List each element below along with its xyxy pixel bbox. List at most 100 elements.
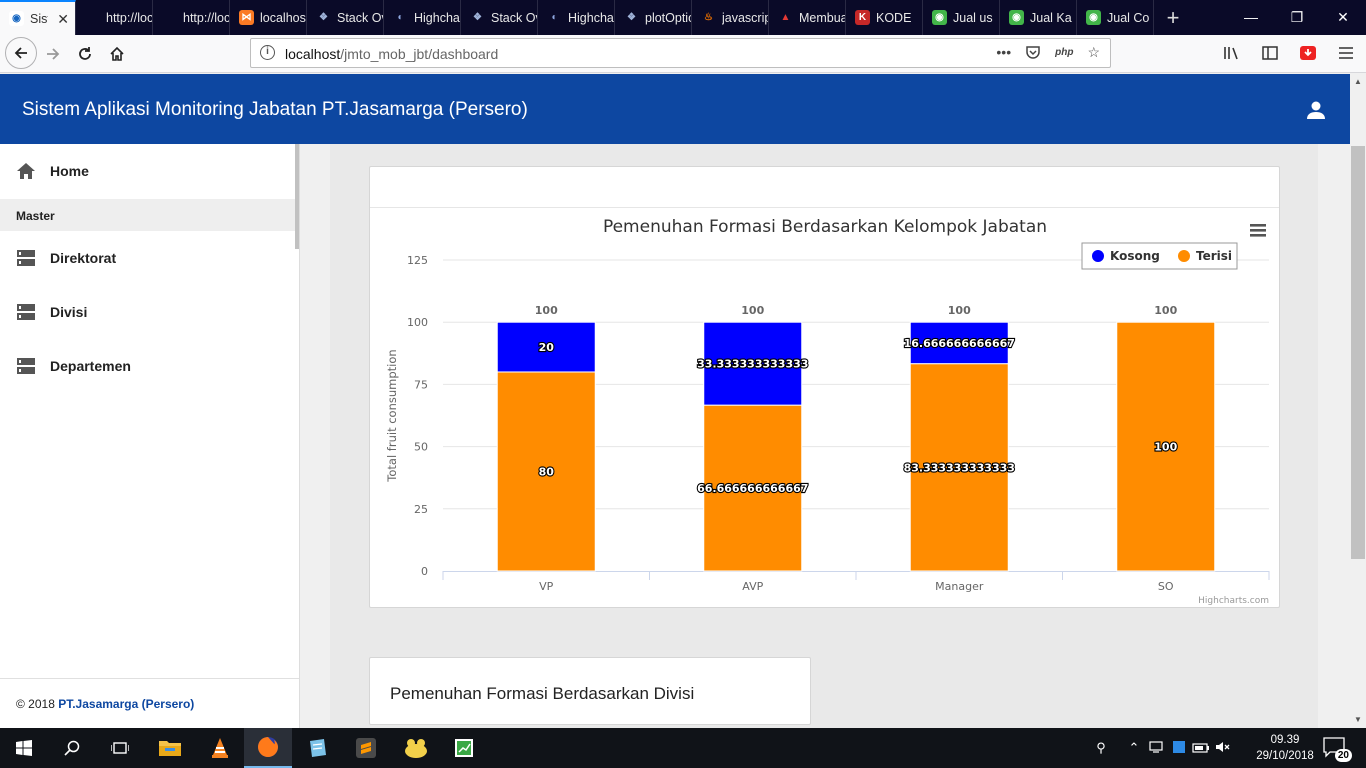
browser-tab[interactable]: ◉ Sistem ✕ — [0, 0, 76, 35]
close-window-button[interactable]: ✕ — [1337, 8, 1349, 25]
server-icon — [16, 357, 36, 375]
close-tab-icon[interactable]: ✕ — [57, 11, 69, 27]
legend-item-kosong[interactable]: Kosong — [1110, 249, 1160, 263]
bar-terisi[interactable] — [703, 404, 803, 572]
taskbar-firefox[interactable] — [244, 728, 292, 768]
scroll-up-arrow-icon[interactable]: ▲ — [1354, 77, 1362, 86]
reload-icon — [79, 47, 91, 60]
legend-marker-kosong[interactable] — [1092, 250, 1104, 262]
browser-tab[interactable]: ◐ Highcharts — [538, 0, 615, 35]
url-bar[interactable]: i localhost/jmto_mob_jbt/dashboard ••• p… — [250, 38, 1111, 68]
bar-kosong[interactable] — [909, 321, 1009, 365]
taskbar-app-green[interactable] — [440, 728, 488, 768]
taskbar-vlc[interactable] — [196, 728, 244, 768]
network-icon[interactable] — [1146, 740, 1168, 757]
data-label: 83.333333333333 — [904, 461, 1015, 474]
page-actions-icon[interactable]: ••• — [996, 44, 1012, 60]
sidebar-item-label: Departemen — [50, 358, 131, 374]
arrow-right-icon — [47, 48, 60, 60]
chart-credits-link[interactable]: Highcharts.com — [1198, 596, 1269, 606]
search-button[interactable] — [48, 728, 96, 768]
data-label: 20 — [539, 341, 555, 354]
browser-tab-label: localhost — [260, 10, 306, 25]
new-tab-button[interactable]: + — [1166, 4, 1180, 30]
server-icon — [16, 303, 36, 321]
footer-brand-link[interactable]: PT.Jasamarga (Persero) — [58, 697, 195, 711]
divisi-card-title: Pemenuhan Formasi Berdasarkan Divisi — [390, 684, 695, 703]
browser-tab-label: Sistem — [30, 11, 48, 26]
bar-terisi[interactable] — [496, 371, 596, 572]
pocket-icon[interactable] — [1025, 44, 1041, 63]
browser-tab[interactable]: ♨ javascript — [692, 0, 769, 35]
action-center-button[interactable]: 20 — [1322, 736, 1352, 762]
sidebar-item-divisi[interactable]: Divisi — [0, 285, 296, 339]
page-scrollbar[interactable]: ▲ ▼ — [1350, 74, 1366, 728]
browser-tab[interactable]: ❖ plotOptions — [615, 0, 692, 35]
clock-date: 29/10/2018 — [1256, 750, 1314, 762]
user-account-button[interactable] — [1306, 100, 1326, 120]
php-extension-icon[interactable]: php — [1055, 47, 1074, 58]
browser-tab[interactable]: ❖ Stack Overflow — [307, 0, 384, 35]
legend-marker-terisi[interactable] — [1178, 250, 1190, 262]
taskbar-file-explorer[interactable] — [146, 728, 194, 768]
browser-tab[interactable]: http://localhost — [153, 0, 230, 35]
x-tick-label: SO — [1158, 580, 1174, 593]
url-text[interactable]: localhost/jmto_mob_jbt/dashboard — [285, 46, 499, 62]
app-title: Sistem Aplikasi Monitoring Jabatan PT.Ja… — [22, 99, 528, 120]
browser-tab[interactable]: ❖ Stack Overflow — [461, 0, 538, 35]
browser-tab[interactable]: ⋈ localhost — [230, 0, 307, 35]
windows-logo-icon — [16, 740, 32, 756]
task-view-button[interactable] — [96, 728, 144, 768]
bar-terisi[interactable] — [909, 363, 1009, 572]
scrollbar-thumb[interactable] — [1351, 146, 1365, 559]
bar-kosong[interactable] — [703, 321, 803, 406]
sidebar-item-departemen[interactable]: Departemen — [0, 339, 296, 393]
browser-tab-label: plotOptions — [645, 10, 691, 25]
browser-tab[interactable]: ◉ Jual Ka — [1000, 0, 1077, 35]
forward-button[interactable] — [38, 39, 68, 69]
download-extension-icon[interactable] — [1296, 39, 1320, 67]
bar-terisi[interactable] — [1116, 321, 1216, 572]
kode-icon: K — [855, 10, 870, 25]
sidebar-item-label: Divisi — [50, 304, 88, 320]
taskbar-sublime-text[interactable] — [342, 728, 390, 768]
spreadsheet-app-icon — [455, 739, 473, 757]
legend-item-terisi[interactable]: Terisi — [1196, 249, 1232, 263]
library-icon[interactable] — [1220, 39, 1244, 67]
start-button[interactable] — [0, 728, 48, 768]
browser-tab[interactable]: ◐ Highcharts — [384, 0, 461, 35]
sidebar-footer: © 2018 PT.Jasamarga (Persero) — [0, 678, 299, 728]
taskbar-app-yellow[interactable] — [392, 728, 440, 768]
bookmark-star-icon[interactable]: ☆ — [1087, 44, 1100, 60]
stackoverflow-icon: ❖ — [319, 12, 328, 23]
people-icon[interactable]: ⚲ — [1096, 740, 1106, 755]
battery-icon[interactable] — [1190, 741, 1212, 756]
browser-tab[interactable]: ◉ Jual Co — [1077, 0, 1154, 35]
taskbar-clock[interactable]: 09.39 29/10/2018 — [1252, 732, 1318, 764]
browser-tab[interactable]: ▲ Membuat — [769, 0, 846, 35]
home-button[interactable] — [102, 39, 132, 69]
restore-button[interactable]: ❐ — [1290, 8, 1304, 25]
scroll-down-arrow-icon[interactable]: ▼ — [1354, 715, 1362, 724]
site-info-icon[interactable]: i — [260, 45, 275, 60]
app-tray-icon[interactable] — [1168, 740, 1190, 757]
sidebar-toggle-icon[interactable] — [1258, 39, 1282, 67]
reload-button[interactable] — [70, 39, 100, 69]
sidebar-scrollbar[interactable] — [295, 144, 299, 249]
sidebar-item-direktorat[interactable]: Direktorat — [0, 231, 296, 285]
back-button[interactable] — [5, 37, 37, 69]
bar-kosong[interactable] — [496, 321, 596, 373]
browser-tab[interactable]: http://localhost — [76, 0, 153, 35]
x-tick-label: VP — [539, 580, 554, 593]
menu-icon[interactable] — [1334, 39, 1358, 67]
taskbar-app-notes[interactable] — [294, 728, 342, 768]
show-hidden-icons-chevron-icon[interactable]: ⌃ — [1128, 740, 1140, 755]
chart-svg: Pemenuhan Formasi Berdasarkan Kelompok J… — [385, 217, 1270, 606]
chart-menu-hamburger-icon[interactable] — [1250, 224, 1266, 237]
volume-muted-icon[interactable] — [1212, 740, 1234, 757]
sidebar-item-home[interactable]: Home — [0, 144, 296, 198]
browser-tab[interactable]: K KODE — [846, 0, 923, 35]
browser-tab[interactable]: ◉ Jual us — [923, 0, 1000, 35]
minimize-button[interactable]: — — [1244, 9, 1258, 25]
y-tick-label: 100 — [407, 316, 428, 329]
